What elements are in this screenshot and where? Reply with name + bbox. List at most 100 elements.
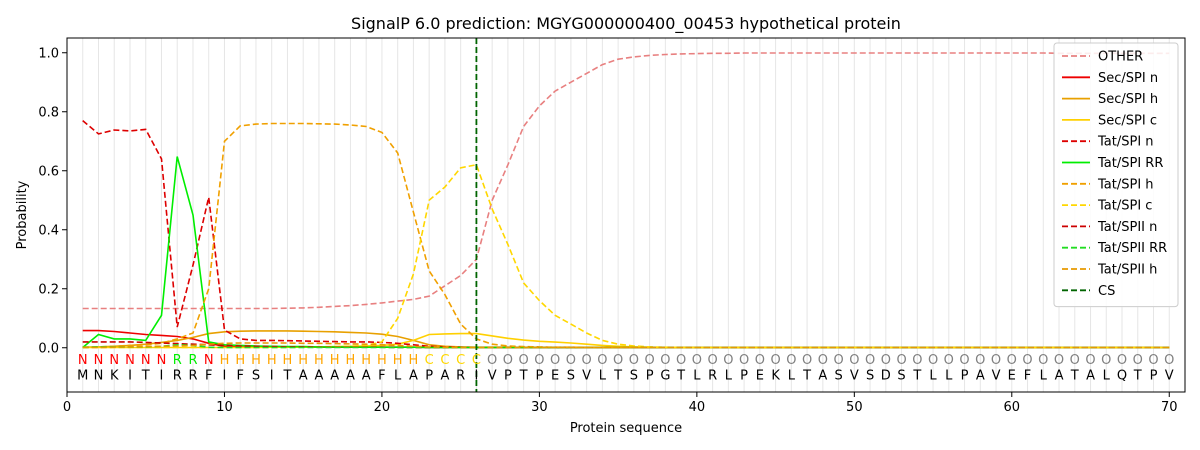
x-axis-label: Protein sequence [570, 421, 682, 436]
sequence-residue: F [236, 369, 243, 384]
region-label: R [173, 353, 182, 368]
series-line-tat-spi-n [82, 119, 1170, 349]
sequence-residue: N [94, 369, 104, 384]
y-tick-label: 0.4 [38, 223, 59, 238]
sequence-residue: G [660, 369, 670, 384]
sequence-residue: A [1055, 369, 1064, 384]
sequence-residue: V [850, 369, 859, 384]
legend-label: Sec/SPI n [1098, 71, 1158, 86]
region-label: C [425, 353, 434, 368]
region-label: N [204, 353, 214, 368]
region-label: O [755, 353, 765, 368]
sequence-residue: T [519, 369, 528, 384]
sequence-residue: P [425, 369, 433, 384]
sequence-residue: A [299, 369, 308, 384]
region-label: O [582, 353, 592, 368]
region-label: O [928, 353, 938, 368]
region-label: O [519, 353, 529, 368]
sequence-residue: A [314, 369, 323, 384]
sequence-residue: S [866, 369, 874, 384]
sequence-residue: A [818, 369, 827, 384]
region-label: O [786, 353, 796, 368]
sequence-residue: I [223, 369, 227, 384]
sequence-residue: L [1040, 369, 1048, 384]
x-tick-label: 50 [846, 400, 863, 415]
region-label: O [1054, 353, 1064, 368]
sequence-residue: I [160, 369, 164, 384]
legend-label: CS [1098, 284, 1115, 299]
sequence-residue: P [740, 369, 748, 384]
region-label: O [739, 353, 749, 368]
region-label: O [959, 353, 969, 368]
sequence-residue: Q [1117, 369, 1127, 384]
sequence-residue: R [708, 369, 717, 384]
sequence-residue: E [551, 369, 559, 384]
sequence-residue: P [1150, 369, 1158, 384]
region-label: C [472, 353, 481, 368]
sequence-residue: R [456, 369, 465, 384]
region-label: N [157, 353, 167, 368]
sequence-residue: A [976, 369, 985, 384]
region-label: H [361, 353, 371, 368]
region-label: O [645, 353, 655, 368]
region-label: H [267, 353, 277, 368]
legend-label: Tat/SPI c [1097, 199, 1152, 214]
sequence-residue: T [282, 369, 291, 384]
sequence-residue: S [252, 369, 260, 384]
region-label: O [613, 353, 623, 368]
region-label: H [330, 353, 340, 368]
region-label: O [1085, 353, 1095, 368]
region-label: H [220, 353, 230, 368]
sequence-residue: L [725, 369, 733, 384]
sequence-residue: P [646, 369, 654, 384]
sequence-residue: L [394, 369, 402, 384]
region-label: O [1007, 353, 1017, 368]
region-label: N [141, 353, 151, 368]
sequence-residue: A [1086, 369, 1095, 384]
region-label: O [1164, 353, 1174, 368]
region-label: O [1022, 353, 1032, 368]
sequence-residue: E [1008, 369, 1016, 384]
region-label: N [109, 353, 119, 368]
legend-label: OTHER [1098, 50, 1143, 65]
region-label: O [534, 353, 544, 368]
legend-label: Sec/SPI c [1098, 113, 1157, 128]
sequence-residue: V [992, 369, 1001, 384]
region-label: H [251, 353, 261, 368]
sequence-residue: D [881, 369, 891, 384]
region-label: H [283, 353, 293, 368]
sequence-residue: K [110, 369, 119, 384]
series-line-tat-spii-h [82, 342, 1170, 349]
region-label: H [314, 353, 324, 368]
sequence-residue: K [771, 369, 780, 384]
sequence-residue: P [961, 369, 969, 384]
region-label: O [566, 353, 576, 368]
series-line-tat-spi-rr [82, 156, 1170, 349]
x-tick-label: 40 [689, 400, 706, 415]
region-label: O [833, 353, 843, 368]
region-label: O [707, 353, 717, 368]
region-label: O [692, 353, 702, 368]
region-label: O [723, 353, 733, 368]
sequence-residue: L [929, 369, 937, 384]
region-label: N [94, 353, 104, 368]
sequence-residue: L [599, 369, 607, 384]
y-tick-label: 1.0 [38, 46, 59, 61]
plot-area: NMNNNKNINTNIRRRRNFHIHFHSHIHTHAHAHAHAHAHF… [77, 38, 1174, 392]
region-label: O [503, 353, 513, 368]
legend-label: Sec/SPI h [1098, 92, 1158, 107]
legend-box [1053, 42, 1179, 308]
region-label: O [1117, 353, 1127, 368]
region-label: C [440, 353, 449, 368]
sequence-residue: L [945, 369, 953, 384]
sequence-residue: P [535, 369, 543, 384]
region-label: O [487, 353, 497, 368]
sequence-residue: F [378, 369, 385, 384]
chart-title: SignalP 6.0 prediction: MGYG000000400_00… [351, 14, 901, 34]
y-axis: 0.0 0.2 0.4 0.6 0.8 1.0 [38, 46, 67, 356]
sequence-residue: T [1070, 369, 1079, 384]
region-label: O [1038, 353, 1048, 368]
sequence-residue: L [693, 369, 701, 384]
y-tick-label: 0.8 [38, 105, 59, 120]
